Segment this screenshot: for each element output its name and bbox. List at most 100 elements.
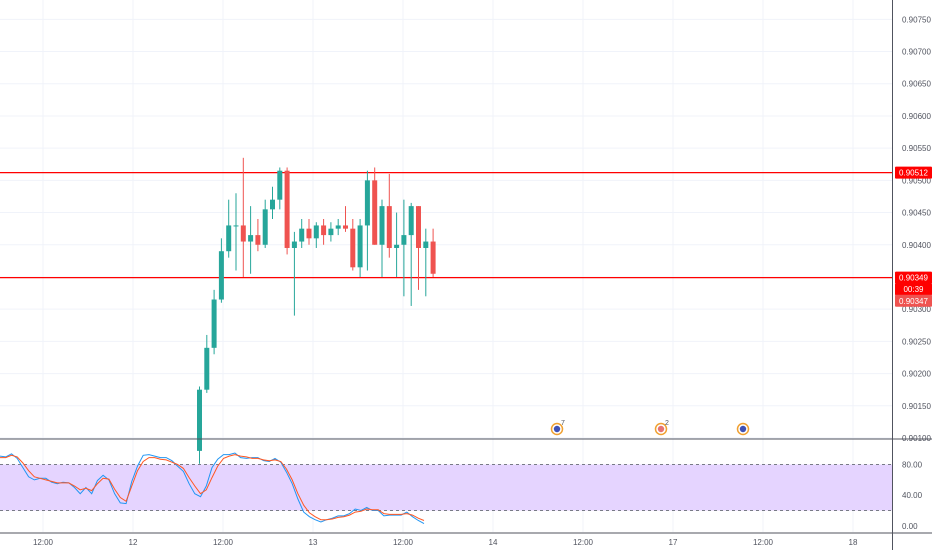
candle bbox=[386, 173, 392, 258]
candle-body bbox=[197, 389, 202, 451]
candle-body bbox=[328, 228, 334, 236]
candle-body bbox=[408, 206, 414, 236]
candle bbox=[408, 202, 414, 306]
price-tick-label: 0.90650 bbox=[902, 80, 931, 89]
stochastic-pane bbox=[0, 452, 892, 525]
candle bbox=[240, 157, 246, 277]
candle-body bbox=[357, 225, 363, 268]
candle-body bbox=[284, 170, 290, 248]
price-tick-label: 0.90300 bbox=[902, 305, 931, 314]
economic-event-icon[interactable] bbox=[736, 422, 750, 436]
candle-body bbox=[291, 241, 297, 248]
candle-body bbox=[321, 225, 327, 236]
price-tick-label: 0.90500 bbox=[902, 176, 931, 185]
stochastic-tick-label: 80.00 bbox=[902, 461, 923, 470]
candle bbox=[423, 228, 429, 297]
candle bbox=[248, 206, 254, 274]
price-tick-label: 0.90550 bbox=[902, 144, 931, 153]
price-tag: 0.90347 bbox=[895, 294, 932, 307]
price-tag-label: 00:39 bbox=[903, 285, 924, 294]
candle-body bbox=[218, 251, 224, 300]
price-tag: 0.90349 bbox=[895, 271, 932, 284]
candle bbox=[197, 386, 202, 464]
candle-body bbox=[394, 244, 400, 248]
candle-body bbox=[204, 347, 210, 390]
candle bbox=[364, 170, 370, 271]
candle bbox=[401, 199, 407, 297]
candle-body bbox=[211, 299, 217, 348]
price-tag-label: 0.90347 bbox=[899, 297, 928, 306]
price-tag: 00:39 bbox=[895, 283, 932, 296]
time-tick-label: 12:00 bbox=[33, 538, 54, 547]
candle bbox=[299, 219, 305, 248]
candle-body bbox=[335, 225, 341, 229]
event-count-label: 2 bbox=[665, 420, 669, 427]
time-tick-label: 14 bbox=[489, 538, 498, 547]
price-tag-label: 0.90349 bbox=[899, 274, 928, 283]
price-tick-label: 0.90400 bbox=[902, 241, 931, 250]
candle bbox=[211, 289, 217, 355]
price-tag-bg bbox=[895, 271, 932, 284]
candle bbox=[226, 199, 232, 258]
price-tick-label: 0.90450 bbox=[902, 209, 931, 218]
candle-body bbox=[423, 241, 429, 248]
candle bbox=[204, 334, 210, 393]
economic-event-icon[interactable]: 2 bbox=[654, 420, 670, 436]
time-tick-label: 12:00 bbox=[393, 538, 414, 547]
stochastic-tick-label: 40.00 bbox=[902, 491, 923, 500]
candle bbox=[284, 167, 290, 255]
candle-body bbox=[401, 235, 407, 245]
time-tick-label: 12:00 bbox=[213, 538, 234, 547]
candle bbox=[277, 167, 283, 210]
candle-body bbox=[350, 228, 356, 268]
event-marker-dot bbox=[657, 425, 665, 433]
event-count-label: 7 bbox=[561, 420, 565, 427]
candle bbox=[218, 238, 224, 303]
time-tick-label: 18 bbox=[849, 538, 858, 547]
candle bbox=[357, 219, 363, 277]
price-tag-bg bbox=[895, 294, 932, 307]
candle bbox=[394, 212, 400, 277]
grid bbox=[0, 0, 892, 532]
candle bbox=[306, 219, 312, 245]
event-marker-dot bbox=[553, 425, 561, 433]
price-tick-label: 0.90750 bbox=[902, 15, 931, 24]
candle-body bbox=[379, 206, 385, 245]
time-tick-label: 12 bbox=[129, 538, 138, 547]
price-tick-label: 0.90600 bbox=[902, 112, 931, 121]
candle-body bbox=[299, 228, 305, 242]
candle-body bbox=[233, 225, 239, 227]
candlestick-series bbox=[197, 157, 436, 464]
economic-event-icon[interactable]: 7 bbox=[550, 420, 566, 436]
price-tag: 0.90512 bbox=[895, 166, 932, 179]
candle-body bbox=[240, 225, 246, 242]
candle-body bbox=[226, 225, 232, 252]
event-marker-dot bbox=[739, 425, 747, 433]
price-tick-label: 0.90700 bbox=[902, 48, 931, 57]
horizontal-levels[interactable] bbox=[0, 172, 892, 279]
candle-body bbox=[313, 225, 319, 239]
candle bbox=[372, 167, 378, 245]
stochastic-band bbox=[0, 464, 892, 511]
candle bbox=[430, 228, 436, 277]
time-tick-label: 17 bbox=[669, 538, 678, 547]
candle bbox=[313, 222, 319, 248]
price-tag-bg bbox=[895, 166, 932, 179]
candle bbox=[321, 219, 327, 245]
candle bbox=[343, 206, 348, 232]
candle-body bbox=[416, 206, 421, 248]
candle-body bbox=[430, 241, 436, 274]
candle-body bbox=[372, 180, 378, 245]
time-tick-label: 12:00 bbox=[573, 538, 594, 547]
candle bbox=[379, 199, 385, 277]
candle bbox=[262, 199, 268, 248]
candle bbox=[335, 219, 341, 236]
candle-body bbox=[343, 225, 348, 229]
price-tag-bg bbox=[895, 283, 932, 296]
candle-body bbox=[277, 170, 283, 200]
candle bbox=[416, 206, 421, 290]
